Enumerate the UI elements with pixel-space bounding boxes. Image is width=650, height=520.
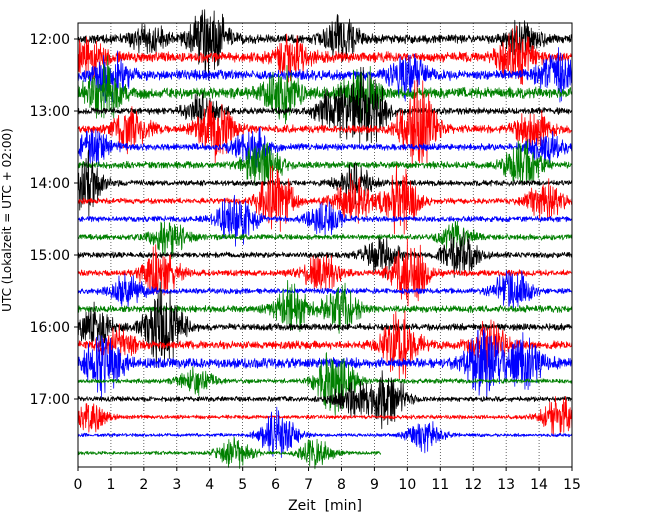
trace-1445 bbox=[77, 221, 573, 260]
trace-1630 bbox=[77, 328, 573, 401]
x-tick-label-12: 12 bbox=[464, 477, 482, 493]
x-tick-label-8: 8 bbox=[337, 477, 346, 493]
y-tick-label-1200: 12:00 bbox=[30, 32, 70, 48]
trace-1330 bbox=[77, 126, 573, 173]
x-tick-label-0: 0 bbox=[74, 477, 83, 493]
x-tick-label-6: 6 bbox=[271, 477, 280, 493]
trace-layer bbox=[77, 9, 573, 470]
trace-1745 bbox=[77, 436, 382, 470]
trace-1215 bbox=[77, 25, 573, 85]
trace-1400 bbox=[77, 149, 573, 217]
trace-1700 bbox=[77, 370, 573, 430]
trace-1500 bbox=[77, 231, 573, 279]
trace-1345 bbox=[77, 139, 573, 189]
y-tick-label-1600: 16:00 bbox=[30, 320, 70, 336]
trace-1730 bbox=[77, 406, 573, 458]
x-tick-label-10: 10 bbox=[398, 477, 416, 493]
trace-1600 bbox=[77, 281, 573, 368]
plot-frame bbox=[77, 22, 573, 468]
x-tick-label-11: 11 bbox=[431, 477, 449, 493]
y-axis-title: UTC (Lokalzeit = UTC + 02:00) bbox=[0, 128, 14, 312]
y-axis: 12:00 13:00 14:00 15:00 16:00 17:00 bbox=[30, 32, 78, 408]
trace-1430 bbox=[77, 194, 573, 247]
x-axis-title: Zeit [min] bbox=[288, 498, 362, 514]
x-tick-label-4: 4 bbox=[205, 477, 214, 493]
trace-1245 bbox=[77, 55, 573, 125]
x-tick-label-14: 14 bbox=[530, 477, 548, 493]
x-tick-label-15: 15 bbox=[563, 477, 581, 493]
x-tick-label-13: 13 bbox=[497, 477, 515, 493]
trace-1300 bbox=[77, 66, 573, 144]
x-tick-label-2: 2 bbox=[139, 477, 148, 493]
y-tick-label-1500: 15:00 bbox=[30, 248, 70, 264]
trace-1230 bbox=[77, 47, 573, 104]
trace-1515 bbox=[77, 238, 573, 307]
x-tick-label-3: 3 bbox=[172, 477, 181, 493]
x-tick-label-5: 5 bbox=[238, 477, 247, 493]
x-axis: 0 1 2 3 4 5 6 7 8 9 10 11 12 13 14 15 bbox=[74, 467, 581, 493]
y-tick-label-1400: 14:00 bbox=[30, 176, 70, 192]
trace-1615 bbox=[77, 310, 573, 380]
x-tick-label-1: 1 bbox=[106, 477, 115, 493]
trace-1315 bbox=[77, 79, 573, 168]
y-tick-label-1700: 17:00 bbox=[30, 392, 70, 408]
x-tick-label-9: 9 bbox=[370, 477, 379, 493]
x-tick-label-7: 7 bbox=[304, 477, 313, 493]
trace-1200 bbox=[77, 9, 573, 81]
trace-1715 bbox=[77, 396, 573, 437]
trace-1415 bbox=[77, 164, 573, 235]
y-tick-label-1300: 13:00 bbox=[30, 104, 70, 120]
